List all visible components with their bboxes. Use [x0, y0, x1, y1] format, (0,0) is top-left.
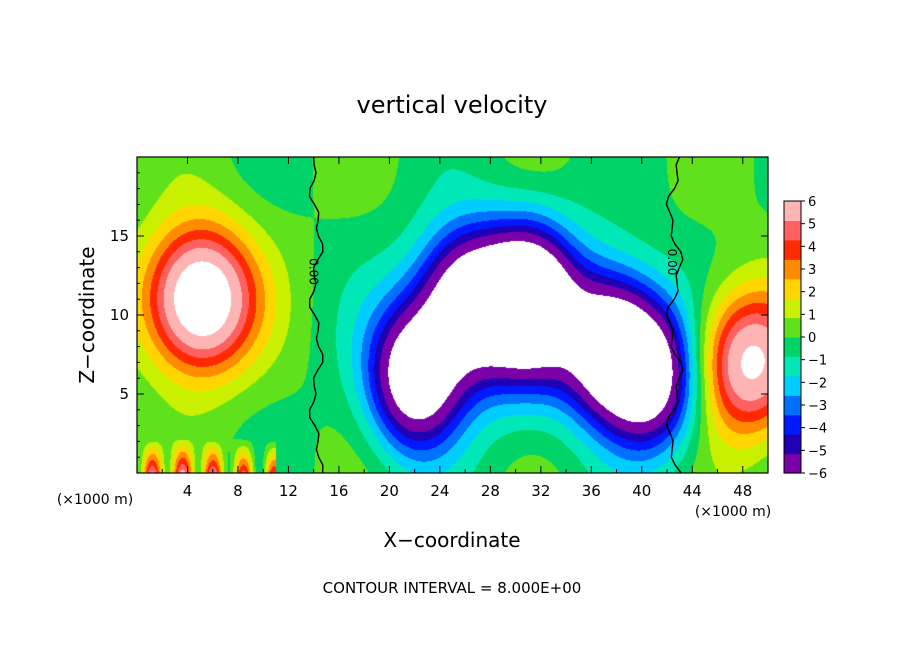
y-tick-label: 5 — [119, 385, 129, 403]
x-tick-label: 24 — [430, 482, 449, 500]
colorbar-tick-label: −2 — [808, 376, 827, 391]
contour-interval-note: CONTOUR INTERVAL = 8.000E+00 — [323, 579, 582, 597]
x-unit-left: (×1000 m) — [57, 492, 133, 508]
colorbar-swatch — [784, 317, 801, 338]
colorbar-swatch — [784, 201, 801, 222]
chart-title: vertical velocity — [357, 91, 548, 119]
colorbar-tick-label: −4 — [808, 422, 827, 437]
x-tick-label: 40 — [632, 482, 651, 500]
contour-label: 0.00 — [307, 258, 321, 285]
colorbar-tick-label: −1 — [808, 354, 827, 369]
colorbar-swatch — [784, 453, 801, 474]
colorbar-swatch — [784, 414, 801, 435]
colorbar-swatch — [784, 259, 801, 280]
colorbar-tick-label: 4 — [808, 240, 816, 255]
colorbar-tick-label: 3 — [808, 263, 816, 278]
colorbar-tick-label: −6 — [808, 467, 827, 482]
colorbar-tick-label: −3 — [808, 399, 827, 414]
x-tick-label: 44 — [683, 482, 702, 500]
x-tick-label: 8 — [233, 482, 243, 500]
y-tick-label: 15 — [110, 227, 129, 245]
colorbar-swatch — [784, 356, 801, 377]
colorbar-swatch — [784, 239, 801, 260]
colorbar-swatch — [784, 298, 801, 319]
zero-contour-left — [308, 156, 324, 474]
colorbar-tick-label: 0 — [808, 331, 816, 346]
colorbar-swatch — [784, 395, 801, 416]
x-tick-label: 12 — [279, 482, 298, 500]
colorbar: 6 5 4 3 2 1 0 −1 −2 −3 −4 −5 −6 — [783, 195, 827, 482]
x-tick-label: 28 — [481, 482, 500, 500]
x-tick-label: 48 — [733, 482, 752, 500]
colorbar-swatch — [784, 434, 801, 455]
x-axis-label: X−coordinate — [383, 528, 520, 552]
colorbar-tick-label: 1 — [808, 308, 816, 323]
x-unit-right: (×1000 m) — [695, 504, 771, 520]
x-tick-label: 36 — [582, 482, 601, 500]
colorbar-swatch — [784, 220, 801, 241]
contour-lines — [308, 156, 684, 474]
colorbar-tick-label: 6 — [808, 195, 816, 210]
y-axis: 5 10 15 — [110, 172, 768, 458]
contour-label: 0.00 — [665, 249, 679, 276]
y-tick-label: 10 — [110, 306, 129, 324]
colorbar-swatch — [784, 375, 801, 396]
x-tick-label: 4 — [183, 482, 193, 500]
colorbar-tick-label: 5 — [808, 218, 816, 233]
y-axis-label: Z−coordinate — [75, 246, 99, 383]
x-tick-label: 16 — [329, 482, 348, 500]
x-tick-label: 20 — [380, 482, 399, 500]
colorbar-tick-label: −5 — [808, 444, 827, 459]
x-axis: 4 8 12 16 20 24 28 32 36 40 44 48 — [161, 157, 752, 500]
colorbar-tick-label: 2 — [808, 286, 816, 301]
x-tick-label: 32 — [531, 482, 550, 500]
colorbar-swatch — [784, 337, 801, 358]
zero-contour-right — [665, 156, 684, 474]
colorbar-swatch — [784, 278, 801, 299]
